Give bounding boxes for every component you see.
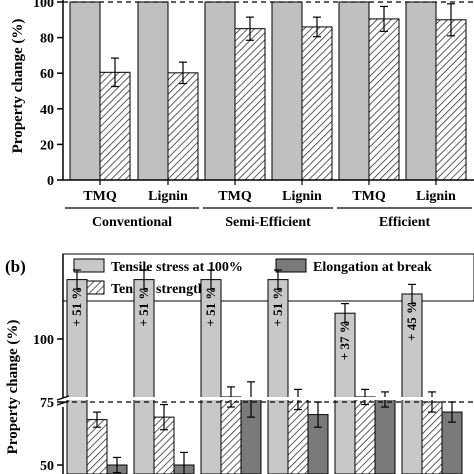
- legend-label-2: Tensile strength: [111, 282, 206, 297]
- panel-b-bar-s1-2: [220, 396, 242, 474]
- panel-b-increase-label-2: + 51 %: [203, 287, 218, 327]
- legend-swatch-1: [275, 258, 307, 273]
- panel-a-y-axis-label: Property change (%): [10, 19, 26, 154]
- panel-a: Property change (%) 0 20 40 60 80 100 TMQ Lign…: [10, 0, 474, 230]
- panel-b-bar-s2-4: [374, 398, 396, 474]
- panel-a-bar-s0-1: [137, 1, 169, 181]
- panel-a-group-label-1: Semi-Efficient: [225, 215, 311, 230]
- panel-a-group-label-2: Efficient: [379, 215, 431, 230]
- panel-a-ytick-label-0: 0: [47, 174, 54, 189]
- panel-a-bar-s1-5: [435, 19, 467, 181]
- panel-a-ytick-label-4: 80: [40, 32, 54, 47]
- panel-b: (b) Tensile stress at 100% Elongation at …: [5, 253, 474, 474]
- panel-a-bar-s1-0: [99, 71, 131, 181]
- panel-a-bar-s1-3: [301, 26, 333, 181]
- panel-a-group-label-0: Conventional: [92, 215, 172, 230]
- panel-b-bar-s1-5: [421, 401, 443, 474]
- panel-a-bar-s0-3: [271, 1, 303, 181]
- panel-b-bar-s1-3: [287, 398, 309, 474]
- panel-a-bar-s1-2: [234, 28, 266, 181]
- legend-label-0: Tensile stress at 100%: [111, 260, 243, 275]
- panel-a-ytick-label-2: 40: [40, 103, 54, 118]
- panel-a-bar-s0-0: [69, 1, 101, 181]
- panel-a-ytick-label-1: 20: [40, 138, 54, 153]
- panel-b-ytick-label-1: 75: [40, 396, 54, 411]
- panel-a-category-label-0: TMQ: [83, 189, 117, 204]
- panel-a-category-label-5: Lignin: [416, 189, 456, 204]
- panel-a-category-label-3: Lignin: [282, 189, 322, 204]
- panel-b-ytick-label-2: 100: [33, 333, 54, 348]
- panel-b-increase-label-4: + 37 %: [337, 320, 352, 360]
- panel-b-y-axis-label: Property change (%): [5, 320, 21, 455]
- axis-break-gap: [63, 397, 474, 400]
- panel-b-label: (b): [5, 257, 26, 276]
- panel-a-ytick-label-5: 100: [33, 0, 54, 11]
- panel-a-bar-s0-5: [405, 1, 437, 181]
- legend-label-1: Elongation at break: [313, 260, 432, 275]
- panel-b-ytick-label-0: 50: [40, 459, 54, 474]
- panel-b-increase-label-0: + 51 %: [69, 287, 84, 327]
- panel-b-increase-label-5: + 45 %: [404, 301, 419, 341]
- panel-a-bar-s0-2: [204, 1, 236, 181]
- panel-a-category-label-2: TMQ: [218, 189, 252, 204]
- axis-break-marks: [56, 395, 70, 406]
- panel-a-category-label-4: TMQ: [352, 189, 386, 204]
- panel-b-bar-s1-4: [354, 396, 376, 474]
- panel-b-increase-label-3: + 51 %: [270, 287, 285, 327]
- panel-a-bar-s1-4: [368, 18, 400, 181]
- panel-a-bar-s0-4: [338, 1, 370, 181]
- legend-swatch-0: [73, 258, 105, 273]
- panel-a-category-label-1: Lignin: [148, 189, 188, 204]
- panel-a-ytick-label-3: 60: [40, 67, 54, 82]
- panel-a-bar-s1-1: [167, 72, 199, 181]
- panel-b-increase-label-1: + 51 %: [136, 287, 151, 327]
